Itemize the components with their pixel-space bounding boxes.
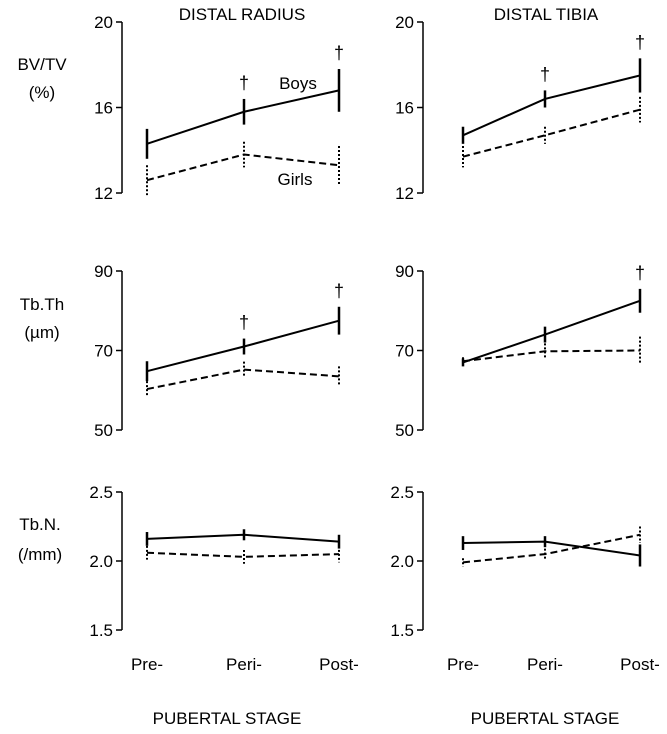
radius-tbth-dagger-2: † xyxy=(334,281,344,301)
tibia-tbn-girls-line xyxy=(462,533,641,564)
tibia-tbth-boys-line xyxy=(462,299,641,364)
tibia-tbn-ytick-label-0: 1.5 xyxy=(390,621,414,640)
tibia-bvtv-ytick-label-0: 12 xyxy=(395,184,414,203)
tibia-bvtv-ytick-label-1: 16 xyxy=(395,99,414,118)
radius-tbth-ytick-label-2: 90 xyxy=(94,262,113,281)
tibia-tbn-ytick-label-2: 2.5 xyxy=(390,483,414,502)
tibia-tbth-ytick-label-1: 70 xyxy=(395,342,414,361)
tibia-bvtv-panel: 12 16 20 † † xyxy=(395,13,645,203)
tbn-unit: (/mm) xyxy=(18,545,62,564)
tibia-xaxis-title: PUBERTAL STAGE xyxy=(471,709,620,728)
tibia-tbn-ytick-label-1: 2.0 xyxy=(390,552,414,571)
radius-tbth-dagger-1: † xyxy=(239,313,249,333)
radius-bvtv-ytick-label-0: 12 xyxy=(94,184,113,203)
radius-tbth-girls-line xyxy=(146,368,340,391)
radius-category-1: Peri- xyxy=(226,655,262,674)
radius-bvtv-ytick-label-1: 16 xyxy=(94,99,113,118)
tibia-bvtv-ytick-label-2: 20 xyxy=(395,13,414,32)
tibia-bvtv-girls-line xyxy=(462,108,641,158)
tibia-category-2: Post- xyxy=(620,655,660,674)
radius-category-0: Pre- xyxy=(131,655,163,674)
tibia-column-title: DISTAL TIBIA xyxy=(494,5,599,24)
radius-bvtv-dagger-1: † xyxy=(239,73,249,93)
radius-tbn-girls-line xyxy=(146,551,340,558)
tibia-tbn-panel: 1.5 2.0 2.5 xyxy=(390,483,642,640)
radius-category-2: Post- xyxy=(319,655,359,674)
tibia-category-0: Pre- xyxy=(447,655,479,674)
bvtv-unit: (%) xyxy=(29,83,55,102)
tbth-label: Tb.Th xyxy=(20,295,64,314)
radius-tbn-ytick-label-2: 2.5 xyxy=(89,483,113,502)
radius-column-title: DISTAL RADIUS xyxy=(179,5,306,24)
panels: 12 16 20 † † Pre- Peri- Post- 12 16 20 † † Pre- Peri- P… xyxy=(89,13,659,674)
radius-xaxis-title: PUBERTAL STAGE xyxy=(153,709,302,728)
radius-tbth-ytick-label-1: 70 xyxy=(94,342,113,361)
tibia-tbth-ytick-label-0: 50 xyxy=(395,421,414,440)
radius-tbth-panel: 50 70 90 † † xyxy=(94,262,344,440)
tibia-bvtv-boys-line xyxy=(462,74,641,137)
tbn-label: Tb.N. xyxy=(19,515,61,534)
tibia-bvtv-dagger-2: † xyxy=(635,32,645,52)
radius-bvtv-dagger-2: † xyxy=(334,43,344,63)
radius-bvtv-ytick-label-2: 20 xyxy=(94,13,113,32)
radius-tbn-panel: 1.5 2.0 2.5 xyxy=(89,483,341,640)
radius-tbth-ytick-label-0: 50 xyxy=(94,421,113,440)
tibia-category-1: Peri- xyxy=(527,655,563,674)
radius-bvtv-panel: 12 16 20 † † xyxy=(94,13,344,203)
girls-annotation: Girls xyxy=(278,170,313,189)
tibia-bvtv-dagger-1: † xyxy=(540,64,550,84)
tibia-tbth-ytick-label-2: 90 xyxy=(395,262,414,281)
tibia-tbth-dagger-2: † xyxy=(635,263,645,283)
tbth-unit: (µm) xyxy=(24,323,59,342)
radius-tbn-ytick-label-1: 2.0 xyxy=(89,552,113,571)
radius-tbn-ytick-label-0: 1.5 xyxy=(89,621,113,640)
tibia-tbth-panel: 50 70 90 † xyxy=(395,262,645,440)
bvtv-label: BV/TV xyxy=(17,55,67,74)
boys-annotation: Boys xyxy=(279,74,317,93)
tibia-tbth-girls-line xyxy=(462,349,641,363)
